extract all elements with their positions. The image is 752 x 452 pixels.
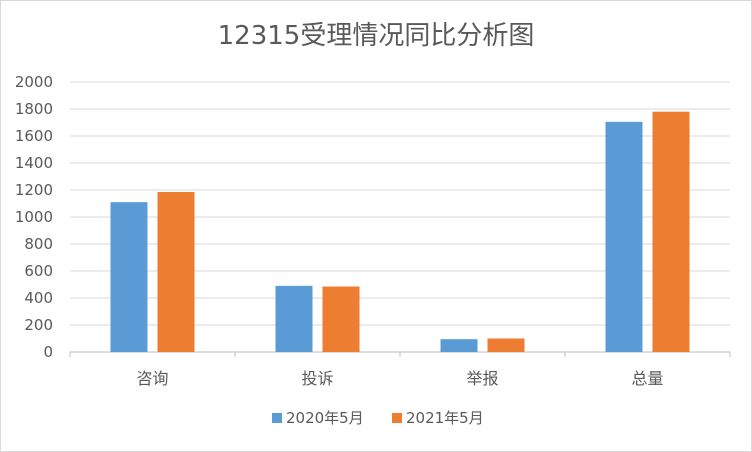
y-tick-label: 800 <box>24 235 53 253</box>
y-axis-ticks: 0 200 400 600 800 1000 1200 1400 1600 1800 2000 <box>15 73 53 361</box>
bar <box>605 121 643 352</box>
legend-swatch <box>392 413 402 423</box>
y-tick-label: 1400 <box>15 154 53 172</box>
x-tick-label: 咨询 <box>136 369 168 388</box>
bar <box>275 285 313 352</box>
y-tick-label: 1000 <box>15 208 53 226</box>
legend-swatch <box>272 413 282 423</box>
bar <box>157 192 195 352</box>
bars <box>110 111 690 352</box>
x-axis: 咨询 投诉 举报 总量 <box>69 352 731 388</box>
y-tick-label: 0 <box>43 343 53 361</box>
legend-label: 2020年5月 <box>286 409 364 427</box>
bar <box>652 111 690 352</box>
y-tick-label: 1200 <box>15 181 53 199</box>
chart-title: 12315受理情况同比分析图 <box>218 21 535 51</box>
x-tick-label: 投诉 <box>301 369 333 388</box>
y-tick-label: 200 <box>24 316 53 334</box>
y-tick-label: 600 <box>24 262 53 280</box>
x-tick-label: 举报 <box>466 369 498 388</box>
bar <box>110 202 148 352</box>
legend-label: 2021年5月 <box>406 409 484 427</box>
x-tick-label: 总量 <box>631 369 663 388</box>
legend: 2020年5月 2021年5月 <box>272 409 484 427</box>
y-tick-label: 400 <box>24 289 53 307</box>
bar <box>440 339 478 352</box>
bar <box>487 338 525 352</box>
y-tick-label: 2000 <box>15 73 53 91</box>
y-tick-label: 1600 <box>15 127 53 145</box>
y-tick-label: 1800 <box>15 100 53 118</box>
bar <box>322 286 360 352</box>
